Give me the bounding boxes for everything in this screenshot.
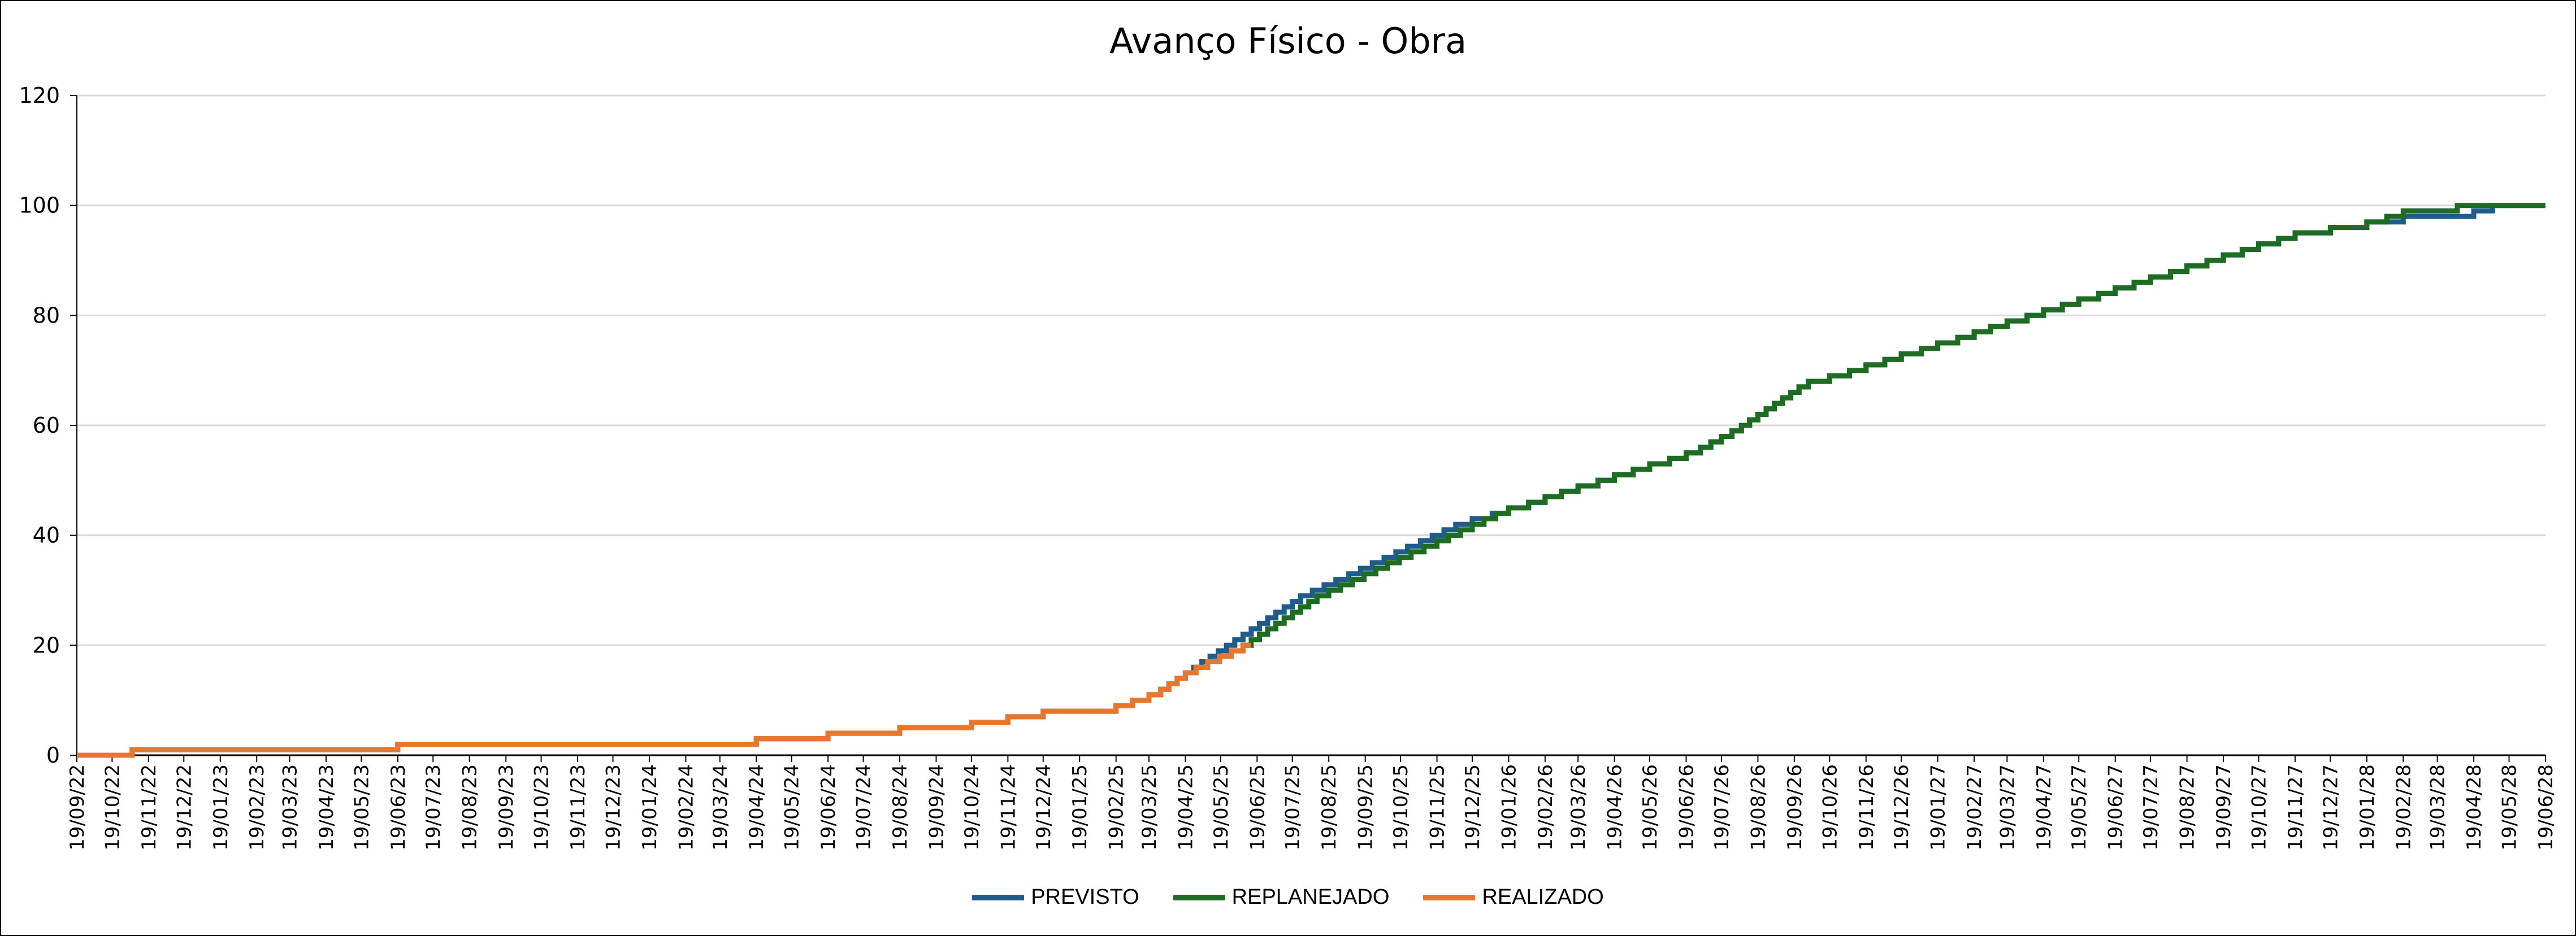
x-tick-label: 19/11/23 bbox=[567, 764, 589, 851]
x-tick-label: 19/07/25 bbox=[1282, 764, 1304, 851]
x-tick-label: 19/02/26 bbox=[1534, 764, 1557, 851]
x-tick-label: 19/06/23 bbox=[387, 764, 410, 851]
x-tick-label: 19/05/24 bbox=[781, 764, 804, 851]
legend-label: REPLANEJADO bbox=[1231, 885, 1390, 909]
x-tick-label: 19/08/26 bbox=[1747, 764, 1770, 851]
legend: PREVISTO REPLANEJADO REALIZADO bbox=[1, 885, 2575, 909]
x-tick-label: 19/10/26 bbox=[1819, 764, 1841, 851]
x-tick-label: 19/01/25 bbox=[1069, 764, 1091, 851]
x-tick-label: 19/12/22 bbox=[173, 764, 196, 851]
x-tick-label: 19/06/27 bbox=[2105, 764, 2127, 851]
x-tick-label: 19/12/23 bbox=[602, 764, 625, 851]
x-tick-label: 19/10/22 bbox=[101, 764, 124, 851]
x-tick-label: 19/02/25 bbox=[1105, 764, 1128, 851]
x-tick-label: 19/09/27 bbox=[2213, 764, 2235, 851]
x-tick-label: 19/06/26 bbox=[1676, 764, 1698, 851]
x-tick-label: 19/11/25 bbox=[1426, 764, 1449, 851]
y-tick-label: 120 bbox=[19, 83, 60, 108]
x-tick-label: 19/02/28 bbox=[2392, 764, 2415, 851]
x-tick-label: 19/01/23 bbox=[210, 764, 232, 851]
legend-label: REALIZADO bbox=[1482, 885, 1604, 909]
x-tick-label: 19/07/24 bbox=[853, 764, 875, 851]
x-tick-label: 19/08/25 bbox=[1318, 764, 1341, 851]
legend-item-previsto: PREVISTO bbox=[972, 885, 1139, 909]
x-tick-label: 19/02/23 bbox=[246, 764, 268, 851]
y-tick-label: 0 bbox=[46, 743, 60, 768]
x-tick-label: 19/05/26 bbox=[1639, 764, 1662, 851]
x-tick-label: 19/01/28 bbox=[2356, 764, 2379, 851]
x-tick-label: 19/03/25 bbox=[1138, 764, 1161, 851]
legend-swatch bbox=[1173, 894, 1225, 900]
y-tick-label: 60 bbox=[33, 413, 60, 438]
x-tick-label: 19/11/24 bbox=[997, 764, 1020, 851]
x-tick-label: 19/12/24 bbox=[1033, 764, 1055, 851]
legend-label: PREVISTO bbox=[1031, 885, 1139, 909]
x-tick-label: 19/09/26 bbox=[1784, 764, 1806, 851]
x-tick-label: 19/01/24 bbox=[639, 764, 661, 851]
x-tick-label: 19/08/23 bbox=[459, 764, 482, 851]
legend-item-replanejado: REPLANEJADO bbox=[1173, 885, 1390, 909]
x-tick-label: 19/05/23 bbox=[350, 764, 373, 851]
x-tick-label: 19/02/24 bbox=[675, 764, 697, 851]
x-tick-label: 19/01/27 bbox=[1927, 764, 1950, 851]
x-tick-label: 19/03/24 bbox=[709, 764, 732, 851]
x-tick-label: 19/07/26 bbox=[1711, 764, 1733, 851]
legend-item-realizado: REALIZADO bbox=[1423, 885, 1604, 909]
x-tick-label: 19/05/25 bbox=[1210, 764, 1233, 851]
legend-swatch bbox=[1423, 894, 1476, 900]
x-tick-label: 19/10/23 bbox=[531, 764, 553, 851]
y-tick-label: 100 bbox=[19, 193, 60, 218]
x-tick-label: 19/06/25 bbox=[1246, 764, 1269, 851]
x-tick-label: 19/04/23 bbox=[315, 764, 338, 851]
x-tick-label: 19/11/22 bbox=[138, 764, 161, 851]
x-tick-label: 19/11/26 bbox=[1855, 764, 1878, 851]
x-tick-label: 19/12/25 bbox=[1462, 764, 1484, 851]
series-line-replanejado bbox=[1185, 203, 2545, 676]
x-tick-label: 19/04/26 bbox=[1604, 764, 1627, 851]
x-tick-label: 19/06/28 bbox=[2535, 764, 2557, 851]
x-tick-label: 19/03/26 bbox=[1567, 764, 1590, 851]
x-tick-label: 19/10/25 bbox=[1390, 764, 1412, 851]
x-tick-label: 19/04/25 bbox=[1174, 764, 1197, 851]
x-tick-label: 19/04/28 bbox=[2463, 764, 2486, 851]
x-tick-label: 19/05/28 bbox=[2499, 764, 2521, 851]
x-tick-label: 19/03/23 bbox=[279, 764, 301, 851]
x-tick-label: 19/03/27 bbox=[1996, 764, 2019, 851]
legend-swatch bbox=[972, 894, 1025, 900]
y-tick-label: 80 bbox=[33, 303, 60, 328]
series-line-realizado bbox=[77, 642, 1251, 758]
x-tick-label: 19/03/28 bbox=[2427, 764, 2449, 851]
x-tick-label: 19/10/27 bbox=[2248, 764, 2270, 851]
x-tick-label: 19/07/27 bbox=[2140, 764, 2162, 851]
x-tick-label: 19/07/23 bbox=[422, 764, 445, 851]
y-tick-label: 40 bbox=[33, 523, 60, 548]
x-tick-label: 19/04/27 bbox=[2033, 764, 2055, 851]
x-tick-label: 19/12/26 bbox=[1890, 764, 1913, 851]
x-tick-label: 19/09/22 bbox=[66, 764, 89, 851]
x-tick-label: 19/08/27 bbox=[2176, 764, 2199, 851]
series-line-previsto bbox=[77, 203, 2545, 758]
x-tick-label: 19/11/27 bbox=[2284, 764, 2307, 851]
x-tick-label: 19/10/24 bbox=[961, 764, 983, 851]
chart-title: Avanço Físico - Obra bbox=[1109, 20, 1467, 62]
x-tick-label: 19/01/26 bbox=[1498, 764, 1520, 851]
x-tick-label: 19/08/24 bbox=[889, 764, 912, 851]
x-tick-label: 19/02/27 bbox=[1963, 764, 1986, 851]
x-tick-label: 19/05/27 bbox=[2068, 764, 2091, 851]
x-tick-label: 19/09/25 bbox=[1355, 764, 1377, 851]
x-tick-label: 19/06/24 bbox=[817, 764, 840, 851]
y-tick-label: 20 bbox=[33, 633, 60, 658]
x-tick-label: 19/09/23 bbox=[495, 764, 518, 851]
x-tick-label: 19/04/24 bbox=[745, 764, 768, 851]
x-tick-label: 19/12/27 bbox=[2319, 764, 2342, 851]
x-tick-label: 19/09/24 bbox=[925, 764, 948, 851]
